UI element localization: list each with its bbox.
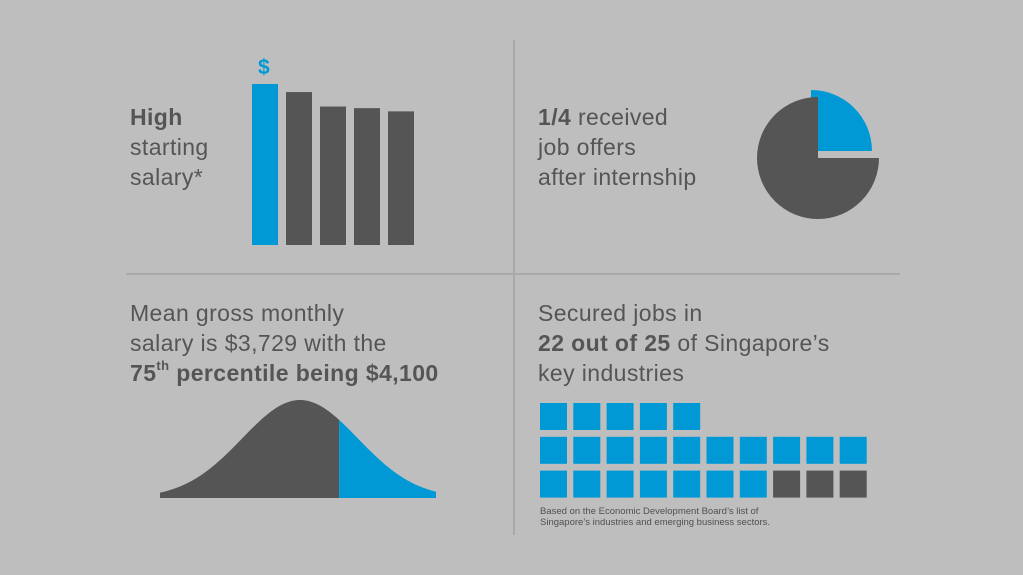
gross-line3-rest: percentile being $4,100 [169, 360, 439, 386]
offers-line1-rest: received [571, 104, 669, 130]
footnote: Based on the Economic Development Board’… [540, 506, 770, 528]
job-offer-pie-chart [757, 90, 879, 219]
salary-bar [388, 111, 414, 246]
industry-square [639, 470, 667, 498]
industry-square [773, 470, 801, 498]
salary-bar [286, 92, 312, 245]
industry-square [839, 470, 867, 498]
distribution-lower-area [160, 400, 340, 498]
industry-square [606, 403, 634, 430]
distribution-upper-area [339, 419, 436, 498]
industry-square [606, 470, 634, 498]
industry-square [739, 470, 767, 498]
offers-fraction: 1/4 [538, 104, 572, 130]
gross-text: Mean gross monthly salary is $3,729 with… [130, 298, 439, 388]
industry-square [739, 436, 767, 464]
industry-square [806, 470, 834, 498]
industries-text: Secured jobs in 22 out of 25 of Singapor… [538, 298, 830, 388]
horizontal-divider [126, 273, 900, 275]
industries-line1: Secured jobs in [538, 300, 703, 326]
industry-square [639, 403, 667, 430]
salary-bar [320, 106, 346, 245]
industry-square [540, 436, 567, 464]
industry-square [673, 403, 701, 430]
industry-square [839, 436, 867, 464]
dollar-icon: $ [258, 56, 270, 79]
gross-percentile-number: 75 [130, 360, 157, 386]
salary-bar [252, 84, 278, 245]
industry-square [806, 436, 834, 464]
industry-square [673, 470, 701, 498]
offers-line3: after internship [538, 164, 697, 190]
industries-line2-rest: of Singapore’s [670, 330, 830, 356]
vertical-divider [513, 40, 515, 535]
industry-square [540, 470, 567, 498]
salary-line1: High [130, 104, 183, 130]
industry-square [606, 436, 634, 464]
footnote-line2: Singapore’s industries and emerging busi… [540, 517, 771, 528]
salary-bar-chart [252, 84, 414, 246]
industry-square [540, 403, 567, 430]
offers-line2: job offers [538, 134, 637, 160]
industry-square [573, 436, 601, 464]
salary-bar [354, 108, 380, 246]
industry-square [573, 403, 601, 430]
salary-line2: starting [130, 134, 209, 160]
gross-line2: salary is $3,729 with the [130, 330, 387, 356]
industry-square [706, 470, 734, 498]
gross-line3: 75th percentile being $4,100 [130, 358, 439, 386]
industry-square [639, 436, 667, 464]
salary-text: High starting salary* [130, 102, 209, 192]
footnote-line1: Based on the Economic Development Board’… [540, 506, 759, 517]
industry-square [673, 436, 701, 464]
gross-percentile-suffix: th [156, 358, 170, 374]
pie-slice [757, 97, 879, 219]
industries-grid-chart [540, 403, 867, 498]
salary-line3: salary* [130, 164, 204, 190]
pie-slice [811, 90, 872, 151]
industry-square [573, 470, 601, 498]
industry-square [706, 436, 734, 464]
industries-line3: key industries [538, 360, 685, 386]
industry-square [773, 436, 801, 464]
salary-distribution-chart [160, 400, 436, 498]
industries-count: 22 out of 25 [538, 330, 671, 356]
gross-line1: Mean gross monthly [130, 300, 345, 326]
offers-text: 1/4 received job offers after internship [538, 102, 697, 192]
